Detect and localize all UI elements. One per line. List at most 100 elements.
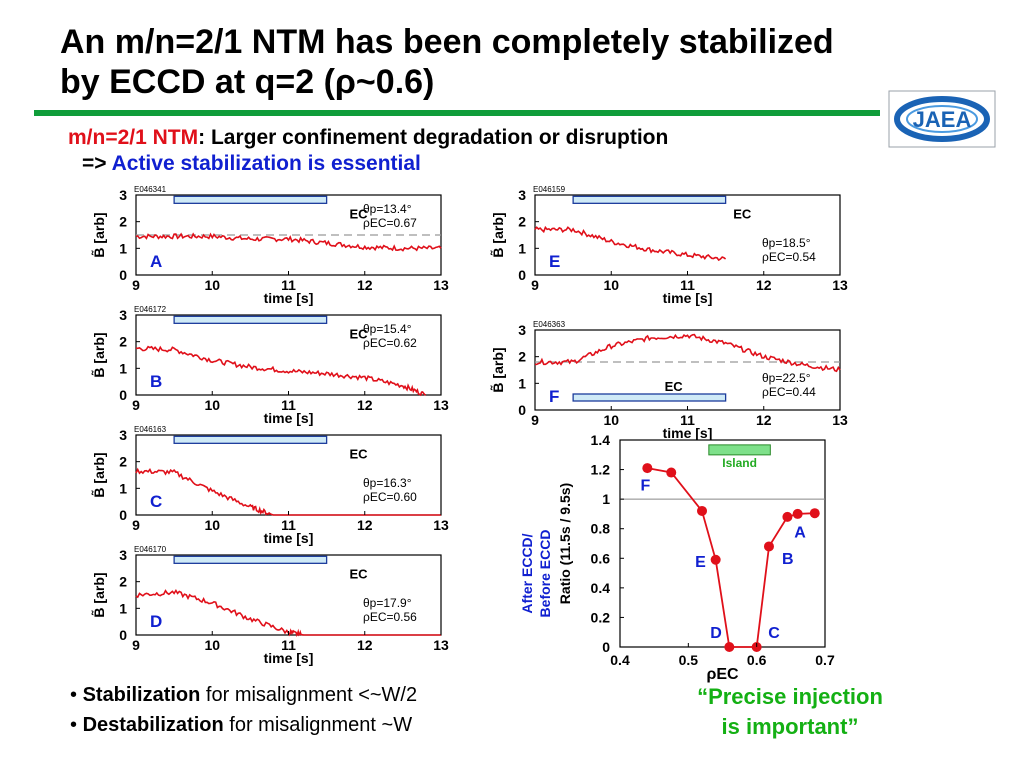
point-label: A <box>794 525 806 542</box>
ec-pulse-bar <box>173 435 328 444</box>
point-label: E <box>695 554 706 571</box>
data-point <box>724 642 735 652</box>
logo-inner-ring <box>906 105 978 133</box>
title-line-2: by ECCD at q=2 (ρ~0.6) <box>60 63 435 101</box>
y-axis-label: B̃ [arb] <box>90 572 107 617</box>
data-point <box>642 463 653 474</box>
case-label: C <box>150 492 162 511</box>
shot-id: E046159 <box>533 185 566 194</box>
ec-label: EC <box>350 566 369 581</box>
x-tick-label: 0.4 <box>610 652 630 668</box>
x-axis-label: time [s] <box>264 650 314 666</box>
rho-annotation: ρEC=0.44 <box>762 385 816 399</box>
x-tick-label: 13 <box>433 397 449 413</box>
x-tick-label: 11 <box>281 397 296 413</box>
x-tick-label: 9 <box>132 397 140 413</box>
y-tick-label: 3 <box>119 307 127 323</box>
y-axis-label-after: Before ECCD <box>537 530 553 618</box>
y-tick-label: 2 <box>119 214 127 230</box>
rho-annotation: ρEC=0.54 <box>762 250 816 264</box>
data-point <box>763 541 774 552</box>
theta-annotation: θp=17.9° <box>363 596 412 610</box>
subtitle-arrow: => <box>82 152 112 175</box>
rho-annotation: ρEC=0.67 <box>363 216 417 230</box>
x-tick-label: 10 <box>204 397 220 413</box>
ec-label: EC <box>733 206 752 221</box>
y-tick-label: 0.4 <box>591 580 611 596</box>
quote-line-1: “Precise injection <box>697 684 883 709</box>
y-tick-label: 1 <box>119 480 127 496</box>
case-label: B <box>150 372 162 391</box>
x-axis-label: time [s] <box>264 290 314 306</box>
case-label: F <box>549 387 559 406</box>
x-tick-label: 10 <box>204 277 220 293</box>
y-tick-label: 1 <box>119 240 127 256</box>
subtitle-line-1: m/n=2/1 NTM: Larger confinement degradat… <box>68 126 668 150</box>
bullet-2-text: for misalignment ~W <box>223 714 413 736</box>
y-axis-label: B̃ [arb] <box>90 332 107 377</box>
theta-annotation: θp=16.3° <box>363 476 412 490</box>
ec-label: EC <box>665 379 684 394</box>
ec-label: EC <box>350 326 369 341</box>
case-label: D <box>150 612 162 631</box>
bullet-1-text: for misalignment <~W/2 <box>200 684 418 706</box>
title-divider <box>34 110 880 116</box>
x-tick-label: 11 <box>281 277 296 293</box>
island-label: Island <box>722 456 757 470</box>
island-bar <box>708 444 771 456</box>
y-tick-label: 1.4 <box>591 432 611 448</box>
data-point <box>782 511 793 522</box>
signal-trace <box>135 345 427 397</box>
shot-id: E046363 <box>533 320 566 329</box>
y-tick-label: 3 <box>119 547 127 563</box>
data-point <box>710 554 721 565</box>
theta-annotation: θp=22.5° <box>762 371 811 385</box>
logo-ring <box>894 96 990 142</box>
y-tick-label: 1 <box>518 240 526 256</box>
signal-trace <box>135 232 442 252</box>
x-axis-label: time [s] <box>264 410 314 426</box>
conclusion-quote: “Precise injection is important” <box>630 682 950 742</box>
point-label: F <box>641 477 651 494</box>
y-tick-label: 0 <box>518 267 526 283</box>
y-tick-label: 2 <box>119 454 127 470</box>
y-tick-label: 1.2 <box>591 462 611 478</box>
y-tick-label: 0.2 <box>591 609 611 625</box>
x-tick-label: 12 <box>357 397 373 413</box>
y-tick-label: 3 <box>518 187 526 203</box>
title-line-1: An m/n=2/1 NTM has been completely stabi… <box>60 23 834 61</box>
ec-label: EC <box>350 206 369 221</box>
x-axis-label: time [s] <box>264 530 314 546</box>
y-tick-label: 0.8 <box>591 521 611 537</box>
x-tick-label: 11 <box>680 412 695 428</box>
y-tick-label: 3 <box>119 427 127 443</box>
y-tick-label: 1 <box>119 600 127 616</box>
y-tick-label: 2 <box>119 574 127 590</box>
y-tick-label: 1 <box>119 360 127 376</box>
y-axis-label: B̃ [arb] <box>489 212 506 257</box>
point-label: B <box>782 551 794 568</box>
y-tick-label: 0 <box>119 387 127 403</box>
y-tick-label: 0 <box>119 627 127 643</box>
y-tick-label: 0 <box>602 639 610 655</box>
y-tick-label: 1 <box>518 375 526 391</box>
y-tick-label: 3 <box>518 322 526 338</box>
y-axis-label-before: After ECCD/ <box>519 533 535 613</box>
case-label: E <box>549 252 560 271</box>
shot-id: E046341 <box>134 185 167 194</box>
y-tick-label: 2 <box>518 349 526 365</box>
rho-annotation: ρEC=0.62 <box>363 336 417 350</box>
x-tick-label: 10 <box>603 277 619 293</box>
x-tick-label: 12 <box>357 517 373 533</box>
x-tick-label: 12 <box>357 637 373 653</box>
bullet-2-bold: Destabilization <box>82 714 224 736</box>
bullet-stabilization: • Stabilization for misalignment <~W/2 <box>70 684 418 706</box>
ec-label: EC <box>350 446 369 461</box>
data-point <box>666 467 677 478</box>
ec-pulse-bar <box>572 195 727 204</box>
